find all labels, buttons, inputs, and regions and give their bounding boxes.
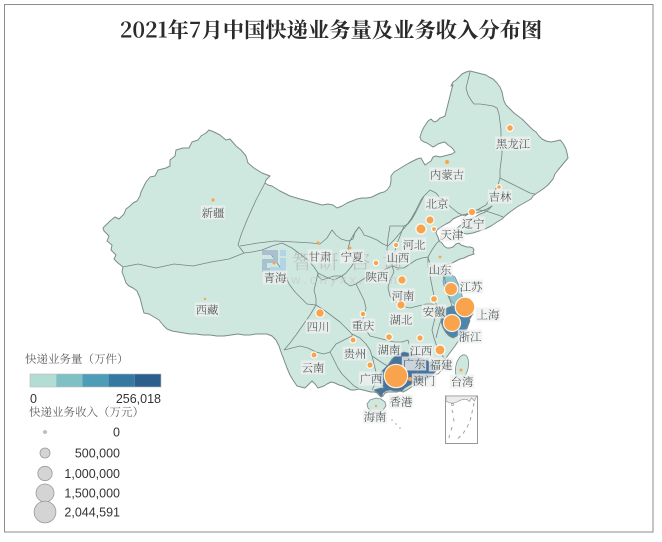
svg-text:2,044,591: 2,044,591	[64, 506, 120, 520]
svg-text:1,500,000: 1,500,000	[64, 487, 120, 501]
svg-text:www.chyxx.com: www.chyxx.com	[265, 272, 400, 287]
svg-text:1,000,000: 1,000,000	[64, 467, 120, 481]
svg-text:256,018: 256,018	[116, 392, 161, 406]
svg-text:0: 0	[30, 392, 37, 406]
svg-text:500,000: 500,000	[75, 447, 120, 461]
svg-text:0: 0	[113, 426, 120, 440]
